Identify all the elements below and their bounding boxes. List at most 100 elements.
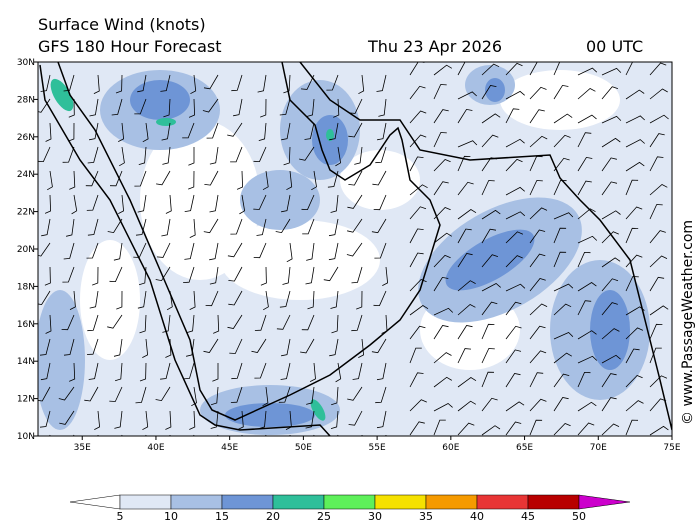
wind-barb bbox=[253, 242, 267, 259]
wind-barb bbox=[286, 170, 293, 191]
y-tick-label: 28N bbox=[17, 95, 35, 105]
wind-barb bbox=[276, 314, 291, 330]
wind-barb bbox=[278, 386, 291, 403]
wind-barb bbox=[186, 314, 195, 333]
wind-barb bbox=[328, 242, 339, 261]
wind-barb bbox=[601, 67, 622, 76]
wind-barb bbox=[213, 314, 220, 334]
wind-barb bbox=[347, 386, 363, 401]
wind-barb bbox=[260, 98, 267, 118]
wind-barb bbox=[529, 180, 543, 196]
wind-barb bbox=[39, 410, 51, 428]
wind-barb bbox=[649, 133, 665, 148]
wind-barb bbox=[553, 157, 570, 172]
colorbar-segment bbox=[272, 494, 325, 510]
wind-barb bbox=[577, 114, 597, 124]
wind-barb bbox=[601, 137, 621, 148]
wind-barb bbox=[505, 401, 525, 412]
wind-barb bbox=[254, 314, 267, 331]
wind-barb bbox=[121, 434, 123, 436]
title: Surface Wind (knots) bbox=[38, 15, 206, 34]
wind-barb bbox=[84, 386, 99, 402]
wind-barb bbox=[72, 434, 75, 436]
wind-barb bbox=[289, 434, 291, 436]
wind-barb bbox=[481, 157, 497, 172]
colorbar-segment bbox=[476, 494, 529, 510]
wind-barb bbox=[88, 362, 99, 380]
wind-barb bbox=[142, 410, 149, 431]
wind-barb bbox=[505, 62, 523, 76]
wind-barb bbox=[481, 180, 495, 196]
wind-barb bbox=[601, 210, 621, 220]
wind-barb bbox=[137, 290, 147, 309]
wind-barb bbox=[457, 400, 477, 412]
wind-barb bbox=[299, 146, 315, 161]
wind-barb bbox=[625, 227, 639, 244]
wind-barb bbox=[601, 328, 620, 340]
colorbar-label: 35 bbox=[419, 510, 433, 523]
wind-barb bbox=[529, 155, 543, 172]
wind-barb bbox=[335, 146, 342, 167]
colorbar-label: 40 bbox=[470, 510, 484, 523]
wind-barb bbox=[330, 290, 339, 309]
wind-barb bbox=[577, 88, 596, 100]
wind-barb bbox=[382, 266, 389, 286]
wind-barb bbox=[262, 386, 269, 407]
wind-barb bbox=[481, 134, 499, 148]
wind-barb bbox=[209, 242, 219, 261]
wind-barb bbox=[193, 434, 195, 436]
wind-barb bbox=[601, 86, 619, 100]
wind-barb bbox=[71, 194, 78, 215]
y-tick-label: 18N bbox=[17, 282, 35, 292]
wind-barb bbox=[625, 206, 643, 220]
wind-barb bbox=[329, 338, 339, 357]
wind-barb bbox=[182, 122, 195, 139]
wind-barb bbox=[275, 218, 291, 234]
wind-barb bbox=[69, 362, 76, 382]
wind-barb bbox=[625, 276, 639, 292]
colorbar-segment bbox=[323, 494, 376, 510]
wind-barb bbox=[142, 338, 149, 358]
wind-barb bbox=[227, 122, 243, 137]
wind-barb bbox=[160, 362, 171, 380]
wind-barb bbox=[209, 266, 219, 285]
wind-barb bbox=[433, 232, 453, 244]
wind-barb bbox=[553, 303, 572, 316]
wind-barb bbox=[63, 338, 75, 356]
wind-barb bbox=[601, 231, 619, 244]
colorbar-segment bbox=[221, 494, 274, 510]
wind-barb bbox=[601, 302, 618, 316]
wind-barb bbox=[553, 397, 569, 412]
wind-barb bbox=[45, 314, 52, 334]
wind-barb bbox=[371, 338, 387, 354]
wind-barb bbox=[239, 194, 246, 215]
wind-barb bbox=[326, 74, 339, 91]
x-tick-label: 45E bbox=[221, 443, 238, 453]
colorbar-label: 25 bbox=[317, 510, 331, 523]
wind-barb bbox=[625, 306, 645, 316]
wind-barb bbox=[165, 410, 172, 430]
x-tick-label: 75E bbox=[663, 443, 680, 453]
wind-barb bbox=[137, 74, 147, 93]
wind-barb bbox=[649, 276, 665, 292]
wind-barb bbox=[41, 218, 51, 237]
wind-barb bbox=[230, 218, 243, 235]
wind-barb bbox=[59, 410, 75, 425]
wind-barb bbox=[356, 290, 363, 310]
wind-barb bbox=[92, 266, 99, 286]
wind-barb bbox=[204, 170, 219, 186]
wind-barb bbox=[161, 218, 171, 237]
wind-barb bbox=[625, 400, 644, 412]
wind-barb bbox=[649, 323, 663, 340]
wind-barb bbox=[251, 338, 267, 353]
colorbar-label: 15 bbox=[215, 510, 229, 523]
y-tick-label: 26N bbox=[17, 133, 35, 143]
wind-barb bbox=[61, 314, 75, 331]
colorbar-over bbox=[578, 494, 631, 510]
wind-barb bbox=[409, 228, 424, 244]
wind-barb bbox=[156, 242, 171, 258]
wind-barb bbox=[134, 170, 147, 187]
wind-barb bbox=[553, 84, 569, 100]
wind-barb bbox=[347, 218, 363, 233]
wind-barb bbox=[433, 109, 449, 124]
